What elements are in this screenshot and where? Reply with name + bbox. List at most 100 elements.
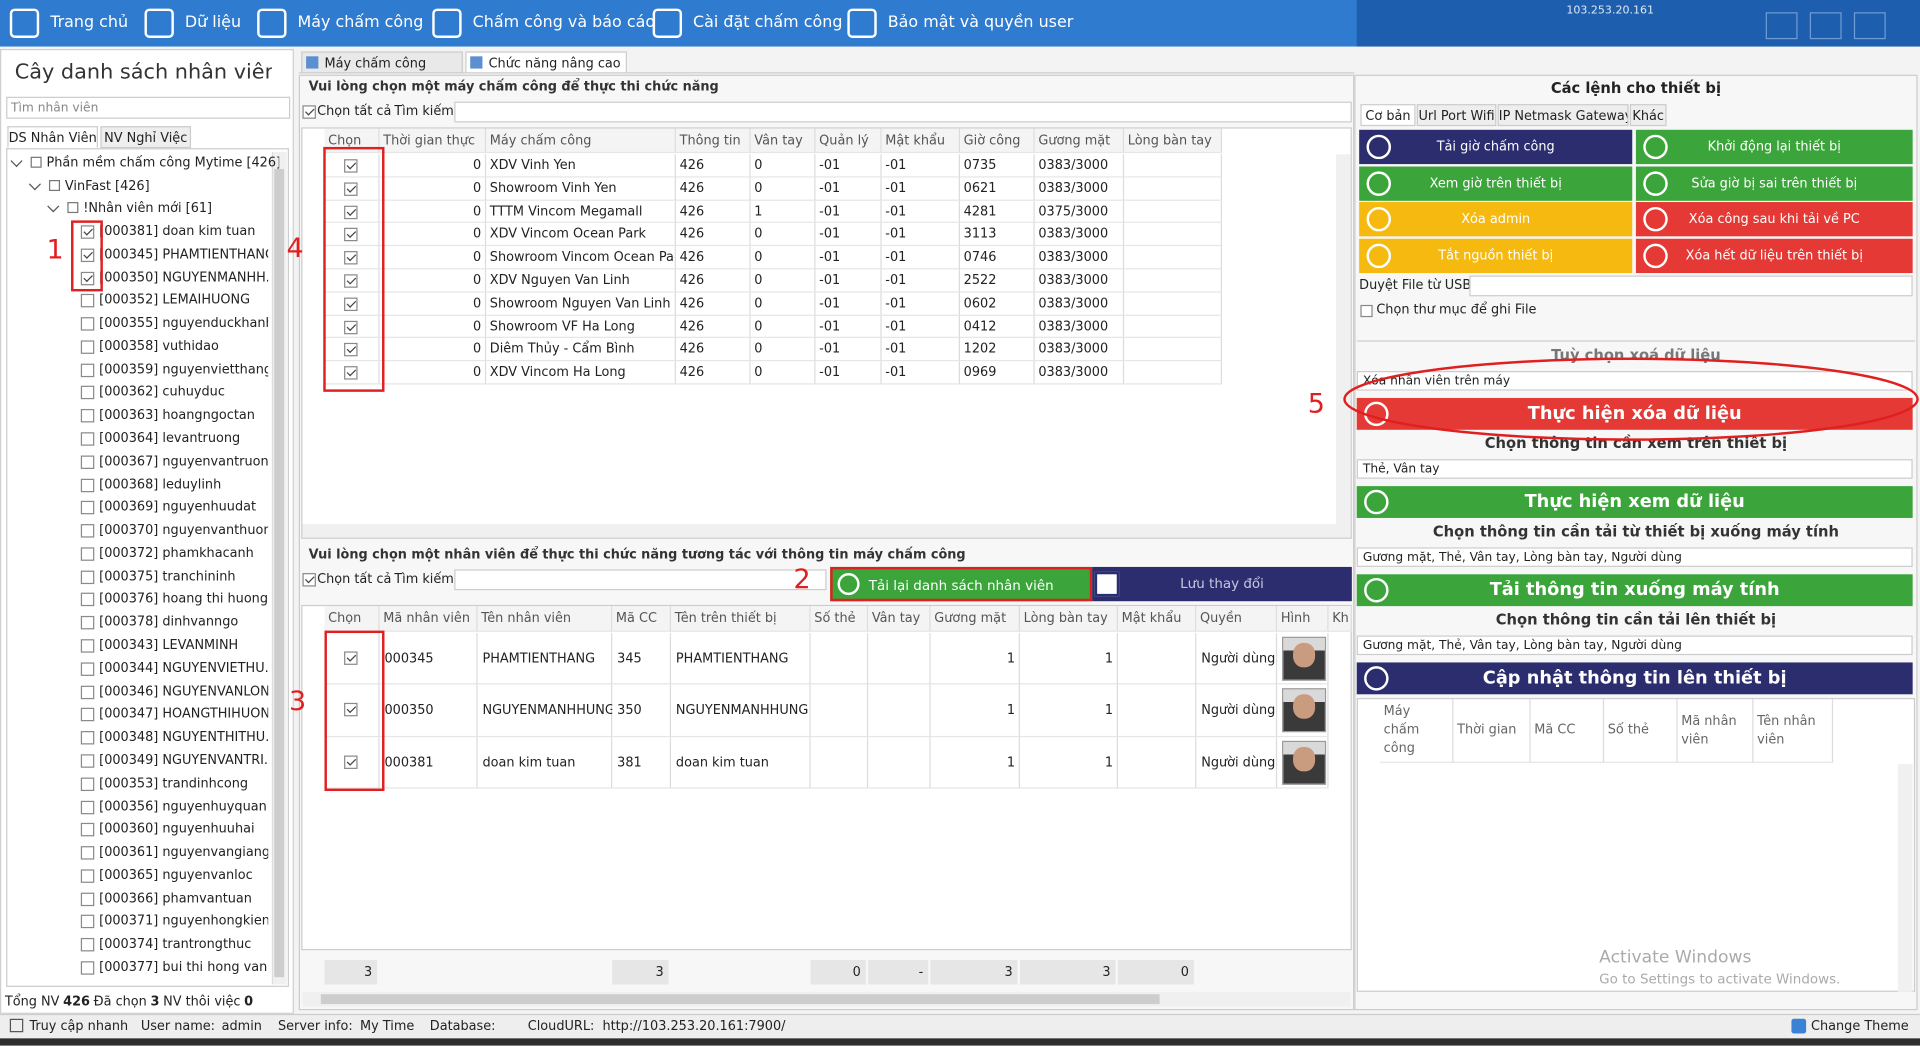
command-button[interactable]: Xóa hết dữ liệu trên thiết bị [1635,238,1913,273]
checkbox[interactable] [80,869,95,883]
checkbox[interactable] [80,501,95,515]
employee-item[interactable]: [000365] nguyenvanloc [99,867,253,883]
select-all-label[interactable]: Chọn tất cả [317,571,391,587]
employee-item[interactable]: [000362] cuhuyduc [99,385,225,400]
folder-checkbox[interactable] [1360,304,1373,318]
checkbox[interactable] [344,297,358,311]
search-input[interactable]: Tìm nhân viên [6,96,291,119]
command-tab[interactable]: Url Port Wifi [1416,104,1497,127]
command-tab[interactable]: Khác [1629,104,1667,127]
checkbox[interactable] [80,432,95,446]
checkbox[interactable] [80,846,95,860]
employee-item[interactable]: [000348] NGUYENTHITHU... [99,729,269,745]
employee-item[interactable]: [000369] nguyenhuudat [99,500,257,515]
checkbox[interactable] [80,317,95,331]
reload-button[interactable]: Tải lại danh sách nhân viên [830,566,1093,602]
checkbox[interactable] [80,271,95,285]
checkbox[interactable] [80,915,95,929]
checkbox[interactable] [80,823,95,837]
checkbox[interactable] [80,961,95,975]
employee-item[interactable]: [000360] nguyenhuuhai [99,821,255,837]
employee-item[interactable]: [000372] phamkhacanh [99,546,254,561]
command-button[interactable]: Tắt nguồn thiết bị [1359,238,1633,273]
employee-item[interactable]: [000358] vuthidao [99,339,219,354]
command-tab[interactable]: Cơ bản [1360,104,1416,127]
employee-item[interactable]: [000344] NGUYENVIETHU... [99,660,269,676]
employee-item[interactable]: [000345] PHAMTIENTHANG [99,247,269,262]
checkbox[interactable] [344,228,358,242]
tree-checkbox[interactable] [30,156,42,168]
employee-item[interactable]: [000370] nguyenvanthuong [99,523,269,538]
employee-item[interactable]: [000359] nguyenvietthang [99,362,269,377]
checkbox[interactable] [80,455,95,469]
employee-item[interactable]: [000366] phamvantuan [99,890,252,906]
status-text[interactable]: Truy cập nhanh [29,1018,128,1034]
employee-item[interactable]: [000377] bui thi hong van [99,959,268,975]
checkbox[interactable] [80,478,95,492]
checkbox[interactable] [80,340,95,354]
nav-item[interactable]: Cài đặt chấm công [693,13,843,32]
employee-item[interactable]: [000343] LEVANMINH [99,637,239,653]
nav-item[interactable]: Bảo mật và quyền user [887,13,1074,32]
employee-item[interactable]: [000350] NGUYENMANHH... [99,270,269,285]
search-input[interactable] [454,569,827,591]
employee-item[interactable]: [000355] nguyenduckhanh [99,316,269,331]
command-button[interactable]: Khởi động lại thiết bị [1635,129,1913,165]
save-button[interactable]: Lưu thay đổi [1092,566,1352,602]
nav-item[interactable]: Máy chấm công [297,13,424,32]
checkbox[interactable] [80,777,95,791]
action-button[interactable]: Cập nhật thông tin lên thiết bị [1356,662,1913,695]
employee-item[interactable]: [000356] nguyenhuyquan [99,798,267,814]
checkbox[interactable] [80,524,95,538]
doc-tab[interactable]: Máy chấm công [301,51,463,74]
checkbox[interactable] [344,274,358,288]
panel-tab[interactable]: DS Nhân Viên [7,126,98,149]
checkbox[interactable] [344,182,358,196]
employee-item[interactable]: [000353] trandinhcong [99,775,249,791]
checkbox[interactable] [80,731,95,745]
panel-tab[interactable]: NV Nghỉ Việc [100,126,192,149]
window-button[interactable] [1809,12,1842,40]
checkbox[interactable] [80,938,95,952]
employee-item[interactable]: [000374] trantrongthuc [99,936,252,952]
tree-checkbox[interactable] [67,202,79,214]
checkbox[interactable] [344,366,358,380]
checkbox[interactable] [80,708,95,722]
checkbox[interactable] [80,662,95,676]
command-tab[interactable]: IP Netmask Gateway [1497,104,1629,127]
employee-item[interactable]: [000364] levantruong [99,431,241,446]
tree-checkbox[interactable] [48,179,61,191]
doc-tab[interactable]: Chức năng nâng cao [465,51,627,74]
checkbox[interactable] [80,800,95,814]
checkbox[interactable] [344,755,358,769]
checkbox[interactable] [344,159,358,173]
search-input[interactable] [454,101,1352,123]
window-button[interactable] [1853,12,1886,40]
tree-node[interactable]: Phần mềm chấm công Mytime [426] [46,155,280,171]
employee-item[interactable]: [000376] hoang thi huong [99,592,269,607]
checkbox[interactable] [80,225,95,239]
command-button[interactable]: Xem giờ trên thiết bị [1359,166,1633,201]
tree-node[interactable]: !Nhân viên mới [61] [83,201,213,216]
checkbox[interactable] [80,386,95,400]
checkbox[interactable] [344,651,358,665]
checkbox[interactable] [80,593,95,607]
checkbox[interactable] [80,639,95,653]
checkbox[interactable] [344,703,358,717]
usb-input[interactable] [1469,275,1913,297]
nav-item[interactable]: Chấm công và báo cáo [472,13,656,32]
nav-item[interactable]: Trang chủ [50,13,129,32]
dropdown[interactable]: Xóa nhân viên trên máy [1356,371,1913,391]
checkbox[interactable] [80,616,95,630]
employee-item[interactable]: [000368] leduylinh [99,477,222,492]
employee-item[interactable]: [000378] dinhvanngo [99,615,239,630]
action-button[interactable]: Tải thông tin xuống máy tính [1356,574,1913,607]
employee-item[interactable]: [000352] LEMAIHUONG [99,293,251,308]
checkbox[interactable] [80,892,95,906]
nav-item[interactable]: Dữ liệu [184,13,242,32]
command-button[interactable]: Xóa công sau khi tải về PC [1635,202,1913,237]
checkbox[interactable] [80,547,95,561]
action-button[interactable]: Thực hiện xem dữ liệu [1356,486,1913,518]
checkbox[interactable] [344,205,358,219]
checkbox[interactable] [80,294,95,308]
